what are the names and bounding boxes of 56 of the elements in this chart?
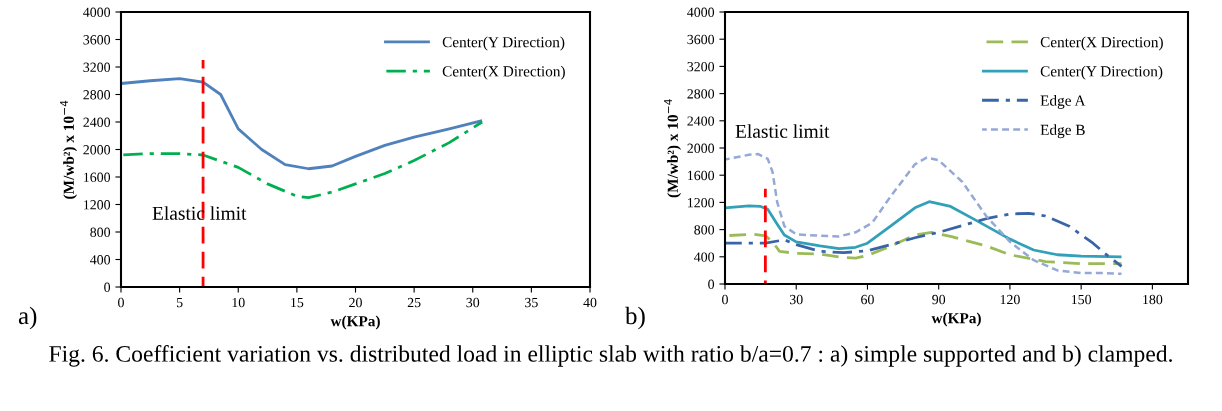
line-series xyxy=(725,200,1123,259)
x-tick-label: 30 xyxy=(466,297,480,308)
legend-label: Edge B xyxy=(1040,124,1085,139)
x-tick-label: 0 xyxy=(722,294,728,305)
y-tick-label: 2000 xyxy=(687,143,715,153)
y-tick-label: 400 xyxy=(694,252,715,262)
x-tick-label: 25 xyxy=(407,297,421,308)
y-tick-label: 2800 xyxy=(83,90,111,100)
legend-label: Center(X Direction) xyxy=(442,65,565,80)
x-tick-label: 5 xyxy=(176,297,183,308)
annotation: Elastic limit xyxy=(735,124,830,138)
legend-label: Edge A xyxy=(1040,94,1086,109)
x-tick-label: 10 xyxy=(232,297,245,308)
y-tick-label: 4000 xyxy=(687,7,715,17)
y-tick-label: 1600 xyxy=(688,170,715,181)
caption: Fig. 6. Coefficient variation vs. distributed load in elliptic slab with ratio b/a=0.7 : a) simple supported and b) clamped. xyxy=(49,345,1172,367)
x-tick-label: 20 xyxy=(349,297,362,308)
x-tick-label: 15 xyxy=(291,297,304,308)
y-tick-label: 1600 xyxy=(84,172,111,182)
legend-label: Center(X Direction) xyxy=(1040,36,1163,51)
y-axis-title: (M/wb²) x 10$^{−4}$ xyxy=(60,100,78,199)
y-tick-label: 3600 xyxy=(83,35,111,45)
y-axis-title: (M/wb²) x 10$^{−4}$ xyxy=(664,99,682,198)
y-tick-label: 800 xyxy=(694,225,715,235)
y-tick-label: 800 xyxy=(90,227,111,237)
x-tick-label: 90 xyxy=(932,294,946,305)
y-tick-label: 1200 xyxy=(84,200,111,210)
x-tick-label: 150 xyxy=(1071,294,1092,305)
y-tick-label: 400 xyxy=(90,255,111,265)
y-tick-label: 3200 xyxy=(83,62,111,72)
y-tick-label: 3200 xyxy=(687,61,715,72)
x-tick-label: 0 xyxy=(118,297,124,308)
x-tick-label: 35 xyxy=(525,297,538,308)
line-series xyxy=(121,120,484,200)
text: b) xyxy=(625,306,645,330)
x-axis-title: w(KPa) xyxy=(931,312,981,327)
y-tick-label: 3600 xyxy=(687,34,715,45)
line-series xyxy=(725,152,1123,276)
line-series xyxy=(725,211,1123,268)
y-tick-label: 0 xyxy=(104,282,111,292)
text: a) xyxy=(18,306,37,330)
y-tick-label: 1200 xyxy=(688,197,715,208)
x-tick-label: 180 xyxy=(1143,294,1163,305)
x-tick-label: 30 xyxy=(789,294,803,305)
y-tick-label: 2400 xyxy=(83,117,111,127)
y-tick-label: 4000 xyxy=(83,7,111,17)
y-tick-label: 2800 xyxy=(687,89,715,99)
x-tick-label: 120 xyxy=(1000,294,1020,305)
x-axis-title: w(KPa) xyxy=(330,315,380,330)
x-tick-label: 60 xyxy=(861,294,874,305)
legend-label: Center(Y Direction) xyxy=(442,36,565,51)
legend-label: Center(Y Direction) xyxy=(1040,65,1163,80)
y-tick-label: 0 xyxy=(708,279,715,289)
y-tick-label: 2000 xyxy=(83,145,111,155)
y-tick-label: 2400 xyxy=(687,116,715,126)
x-tick-label: 40 xyxy=(583,297,597,308)
